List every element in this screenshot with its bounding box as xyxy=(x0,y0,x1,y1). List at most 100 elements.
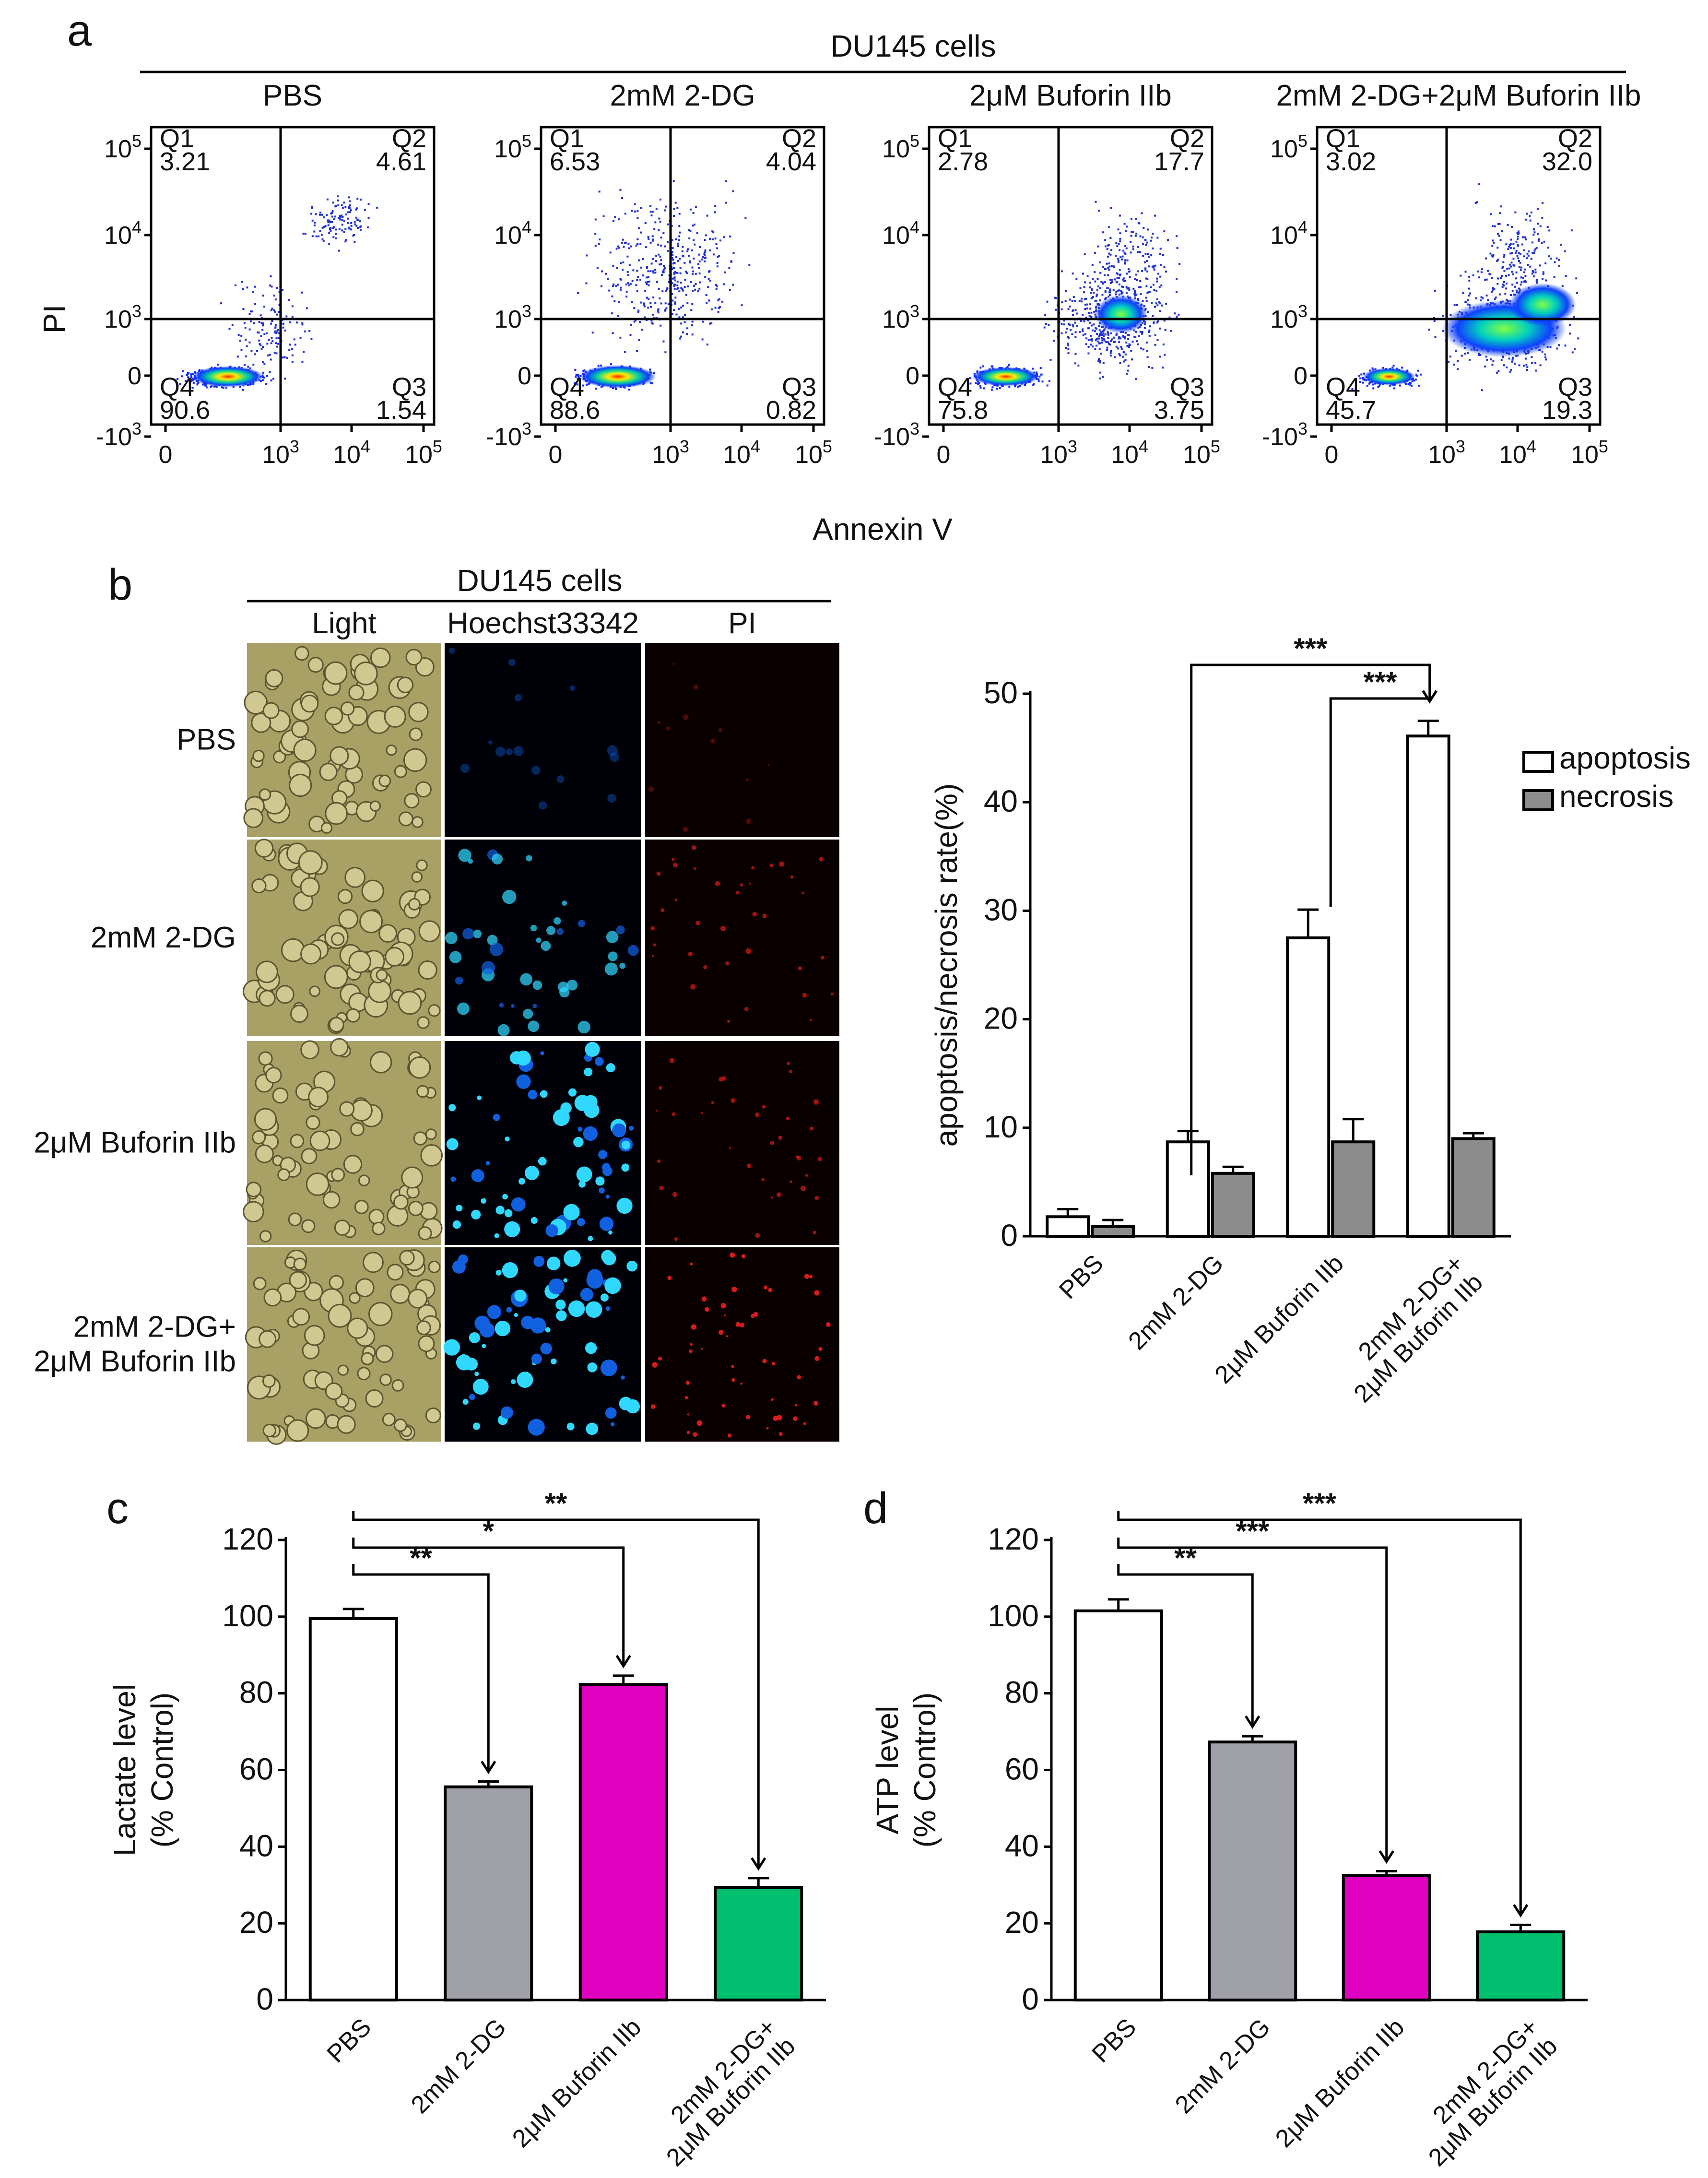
flow-event xyxy=(1039,367,1042,369)
flow-event xyxy=(1125,292,1128,295)
flow-event xyxy=(1123,280,1125,282)
nucleus xyxy=(474,1315,490,1331)
nucleus xyxy=(560,1102,572,1114)
flow-event xyxy=(682,289,684,292)
cell xyxy=(361,1352,374,1365)
flow-event xyxy=(1496,260,1498,262)
flow-event xyxy=(1118,294,1120,296)
flow-event xyxy=(674,296,677,299)
flow-event xyxy=(253,322,255,324)
flow-event xyxy=(659,221,661,223)
flow-event xyxy=(1093,323,1095,326)
flow-event xyxy=(236,355,239,358)
micro-image-background xyxy=(645,643,839,837)
flow-event xyxy=(1162,343,1165,346)
pi-stain xyxy=(721,1076,727,1081)
cell xyxy=(259,1230,272,1243)
flow-event xyxy=(1064,300,1067,302)
flow-event xyxy=(192,382,195,384)
flow-event xyxy=(1468,279,1471,282)
cell xyxy=(259,990,276,1007)
flow-event xyxy=(1392,365,1395,367)
flow-event xyxy=(1545,279,1547,282)
flow-event xyxy=(1548,255,1550,258)
nucleus xyxy=(511,1197,526,1212)
flow-event xyxy=(319,212,321,213)
flow-event xyxy=(1508,267,1510,270)
flow-event xyxy=(728,267,730,269)
flow-event xyxy=(1144,253,1147,255)
flow-event xyxy=(1506,299,1508,301)
flow-event xyxy=(685,294,687,296)
flow-plot: 2mM 2-DG+2μM Buforin IIbQ13.02Q232.0Q445… xyxy=(1262,79,1641,469)
flow-event xyxy=(1523,255,1525,258)
cell xyxy=(413,1131,427,1146)
flow-event xyxy=(647,270,649,272)
flow-event xyxy=(692,270,695,272)
flow-event xyxy=(311,206,313,208)
y-tick-label: 105 xyxy=(882,131,919,163)
flow-event xyxy=(654,302,657,304)
flow-event xyxy=(1393,387,1395,390)
flow-event xyxy=(241,281,243,283)
flow-event xyxy=(1146,260,1148,262)
flow-event xyxy=(327,221,330,223)
quadrant-label: Q1 xyxy=(1326,124,1360,153)
cell xyxy=(265,669,283,687)
flow-event xyxy=(1119,249,1121,251)
flow-event xyxy=(1053,340,1055,342)
flow-event xyxy=(639,243,642,245)
flow-event xyxy=(1118,260,1119,262)
nucleus xyxy=(502,1262,518,1278)
flow-event xyxy=(704,239,706,241)
cell xyxy=(252,1130,266,1145)
y-tick-label: 105 xyxy=(104,131,141,163)
pi-stain xyxy=(825,1322,831,1327)
flow-event xyxy=(635,284,637,286)
flow-event xyxy=(695,283,697,285)
flow-event xyxy=(1510,238,1512,241)
nucleus xyxy=(601,1293,609,1302)
flow-event xyxy=(1391,367,1394,369)
flow-event xyxy=(1117,261,1119,263)
flow-event xyxy=(1142,300,1144,302)
flow-event xyxy=(268,339,270,341)
flow-event xyxy=(1060,332,1063,334)
flow-event xyxy=(1139,286,1142,288)
pi-stain xyxy=(731,1365,734,1368)
flow-event xyxy=(1369,369,1371,372)
flow-event xyxy=(318,235,320,237)
nucleus xyxy=(530,1217,538,1224)
flow-event xyxy=(1176,247,1178,249)
flow-event xyxy=(1537,208,1539,210)
flow-event xyxy=(1505,243,1508,246)
flow-event xyxy=(1083,286,1085,288)
nucleus xyxy=(586,1422,599,1435)
flow-event xyxy=(270,309,272,311)
flow-event xyxy=(651,211,654,213)
cell xyxy=(244,690,268,715)
flow-event xyxy=(1134,278,1136,280)
cell xyxy=(387,1264,404,1281)
flow-event xyxy=(194,371,196,373)
nucleus xyxy=(495,1269,502,1276)
pi-stain xyxy=(818,1347,823,1351)
flow-event xyxy=(367,217,370,219)
flow-event xyxy=(624,213,626,215)
flow-event xyxy=(258,331,260,334)
flow-event xyxy=(1474,202,1477,204)
nucleus xyxy=(629,1125,634,1131)
quadrant-value: 1.54 xyxy=(376,396,426,425)
flow-event xyxy=(691,266,694,269)
flow-event xyxy=(1066,328,1068,330)
flow-event xyxy=(1147,311,1149,313)
flow-event xyxy=(682,331,684,333)
nucleus xyxy=(461,1354,466,1359)
flow-event xyxy=(618,218,620,221)
nucleus xyxy=(528,1419,545,1436)
x-tick-label: 103 xyxy=(262,437,299,469)
nucleus xyxy=(443,1339,460,1356)
flow-event xyxy=(333,218,335,220)
flow-event xyxy=(1082,330,1084,332)
flow-event xyxy=(1155,302,1157,305)
